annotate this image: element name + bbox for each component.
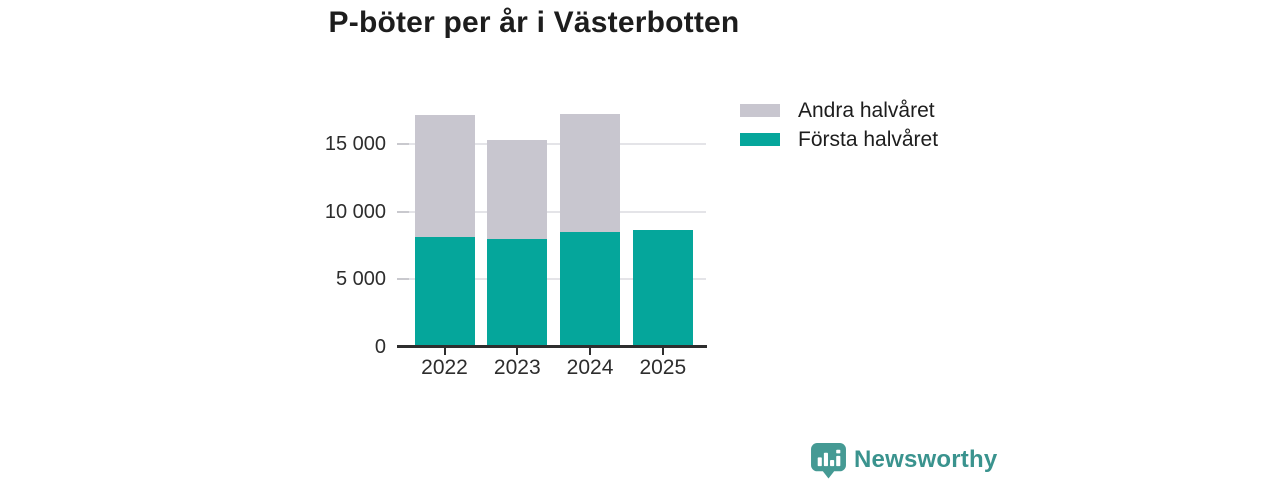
x-axis-label-2024: 2024	[566, 356, 614, 379]
legend-item-f-rsta-halv-ret: Första halvåret	[740, 125, 938, 154]
chart-title: P-böter per år i Västerbotten	[328, 6, 740, 39]
x-axis-tick-2023	[516, 347, 519, 355]
y-axis-label-15000: 15 000	[324, 133, 386, 155]
bar-2022-andra-halv-ret	[414, 114, 475, 238]
x-axis-label-2025: 2025	[639, 356, 687, 379]
legend-swatch-f-rsta-halv-ret	[740, 133, 780, 146]
x-axis-line	[397, 345, 707, 348]
bar-2024-andra-halv-ret	[560, 114, 621, 232]
y-axis-label-0: 0	[374, 335, 386, 358]
y-axis-label-10000: 10 000	[324, 200, 386, 223]
newsworthy-logo-link[interactable]: Newsworthy	[810, 441, 997, 479]
legend-item-andra-halv-ret: Andra halvåret	[740, 96, 938, 125]
legend-label-andra-halv-ret: Andra halvåret	[798, 98, 935, 122]
gridline-15000	[400, 143, 706, 145]
y-axis-tick-10000	[397, 210, 409, 213]
bar-2023-andra-halv-ret	[487, 139, 548, 240]
legend-label-f-rsta-halv-ret: Första halvåret	[798, 127, 939, 151]
x-axis-tick-2025	[661, 347, 664, 355]
y-axis-tick-5000	[397, 278, 409, 280]
y-axis-label-5000: 5 000	[335, 268, 386, 290]
legend-swatch-andra-halv-ret	[740, 104, 780, 117]
y-axis-tick-15000	[397, 143, 409, 145]
x-axis-label-2023: 2023	[493, 356, 541, 379]
bar-2025-f-rsta-halv-ret	[632, 229, 693, 347]
x-axis-label-2022: 2022	[421, 356, 468, 379]
x-axis-tick-2022	[443, 347, 446, 355]
newsworthy-logo-text: Newsworthy	[854, 446, 998, 473]
bar-2023-f-rsta-halv-ret	[487, 239, 548, 347]
gridline-10000	[400, 210, 706, 213]
bar-2022-f-rsta-halv-ret	[414, 237, 475, 347]
newsworthy-speech-bubble-chart-icon	[811, 442, 846, 478]
bar-2024-f-rsta-halv-ret	[560, 231, 621, 347]
gridline-5000	[400, 278, 706, 280]
chart-legend: Andra halvåret Första halvåret	[740, 96, 938, 154]
x-axis-tick-2024	[589, 347, 592, 355]
